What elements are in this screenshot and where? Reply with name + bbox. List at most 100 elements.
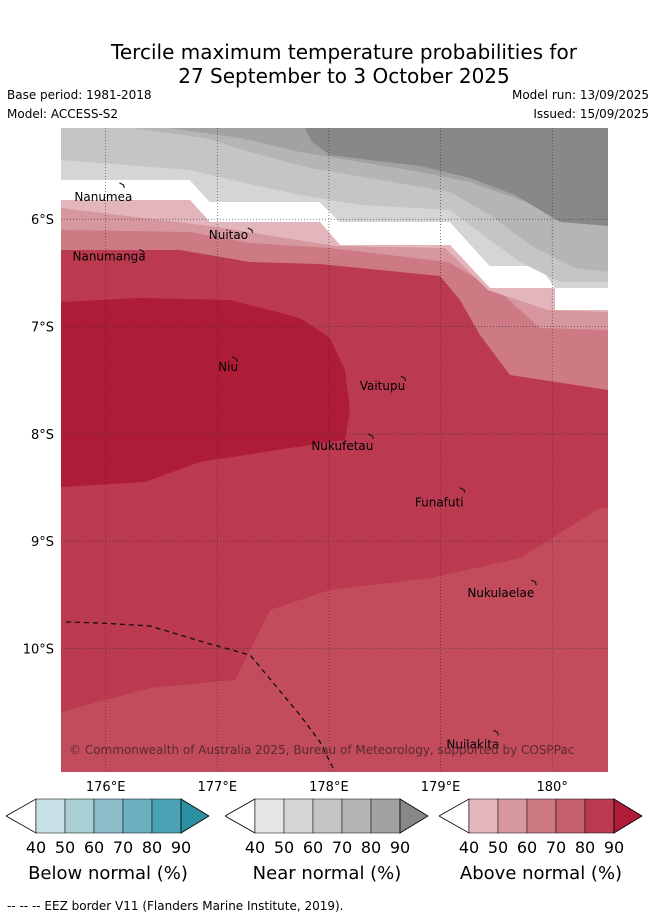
island-label: Nanumanga [72,249,145,263]
island-nuitao: Nuitao [209,227,254,242]
latitude-label: 10°S [23,643,54,658]
longitude-label: 180° [537,780,568,795]
colorbar-tick: 50 [487,838,509,857]
island-nuilakita: Nuilakita [446,729,499,751]
colorbar-tick: 70 [112,838,134,857]
island-label: Vaitupu [360,379,406,393]
atoll-outline [368,433,374,440]
field-above-60 [61,200,608,390]
colorbar-label: Below normal (%) [28,863,188,884]
colorbar-segment [254,798,285,834]
island-nukulaelae: Nukulaelae [467,579,537,600]
colorbar-segment [555,798,586,834]
colorbar-tick: 70 [545,838,567,857]
colorbar-tick: 90 [603,838,625,857]
atoll-outline [459,487,466,493]
colorbar-tick: 80 [574,838,596,857]
field-above-75 [61,508,608,772]
colorbar-tick: 40 [458,838,480,857]
atoll-outline [247,227,254,234]
colorbar-segment [35,798,66,834]
atoll-outline [139,248,146,255]
field-above-90 [61,298,350,487]
field-near-90 [305,128,608,226]
colorbar-label: Near normal (%) [252,863,402,884]
field-no-signal [61,180,608,310]
copyright-notice: © Commonwealth of Australia 2025, Bureau… [69,743,574,757]
latitude-label: 8°S [31,428,54,443]
colorbar-segment [497,798,528,834]
longitude-label: 176°E [86,780,126,795]
field-above-40 [61,200,608,312]
atoll-outline [400,375,407,382]
colorbar-segment [64,798,95,834]
colorbar-lower-arrow [439,798,470,834]
colorbar-tick: 40 [25,838,47,857]
island-funafuti: Funafuti [415,487,466,510]
colorbar-segment [122,798,153,834]
colorbar-segment [468,798,499,834]
map-title: Tercile maximum temperature probabilitie… [0,40,655,88]
colorbar-upper-arrow [613,798,643,834]
map-title-line2: 27 September to 3 October 2025 [178,64,510,88]
island-label: Nuilakita [446,737,499,751]
base-period: Base period: 1981-2018 [7,88,152,102]
colorbar-tick: 50 [54,838,76,857]
island-nukufetau: Nukufetau [311,433,374,453]
island-label: Nukufetau [311,439,373,453]
probability-fields [61,128,608,772]
colorbar-tick: 50 [273,838,295,857]
colorbar-tick: 80 [141,838,163,857]
colorbar-label: Above normal (%) [459,863,623,884]
island-niu: Niu [218,356,238,374]
island-label: Nanumea [74,190,132,204]
eez-legend: -- -- -- EEZ border V11 (Flanders Marine… [7,899,344,913]
colorbar-tick: 40 [244,838,266,857]
eez-border [65,621,334,769]
colorbar-tick: 80 [360,838,382,857]
atoll-outline [493,729,499,736]
longitude-label: 178°E [309,780,349,795]
colorbar-upper-arrow [399,798,429,834]
atoll-outline [231,356,238,362]
island-label: Funafuti [415,496,464,510]
island-nanumea: Nanumea [74,182,132,204]
island-markers: Nanumea Nuitao Nanumanga Niu Vaitupu Nukufeta… [72,182,537,751]
latitude-label: 9°S [31,535,54,550]
map-title-line1: Tercile maximum temperature probabilitie… [111,40,577,64]
colorbar-segment [584,798,615,834]
colorbar-lower-arrow [225,798,256,834]
colorbar-segment [370,798,401,834]
colorbar-tick: 60 [83,838,105,857]
colorbar-segment [526,798,557,834]
island-label: Nuitao [209,228,248,242]
island-nanumanga: Nanumanga [72,248,146,263]
colorbar-segment [312,798,343,834]
colorbar-segment [283,798,314,834]
colorbar-segment [341,798,372,834]
longitude-labels: 176°E 177°E 178°E 179°E 180° [86,780,568,795]
longitude-label: 177°E [198,780,238,795]
graticule [61,128,608,772]
atoll-outline [531,579,537,586]
island-vaitupu: Vaitupu [360,375,407,393]
colorbar-lower-arrow [6,798,37,834]
island-label: Nukulaelae [467,586,534,600]
colorbar-tick: 60 [516,838,538,857]
colorbar-tick: 90 [389,838,411,857]
colorbar-tick: 90 [170,838,192,857]
model-run: Model run: 13/09/2025 [511,88,649,102]
colorbar-tick: 60 [302,838,324,857]
colorbar-segment [93,798,124,834]
longitude-label: 179°E [421,780,461,795]
issued-date: Issued: 15/09/2025 [533,107,649,121]
atoll-outline [119,182,125,189]
latitude-label: 7°S [31,321,54,336]
island-label: Niu [218,360,238,374]
latitude-label: 6°S [31,213,54,228]
colorbar-tick: 70 [331,838,353,857]
latitude-labels: 6°S 7°S 8°S 9°S 10°S [23,213,54,657]
model-name: Model: ACCESS-S2 [7,107,119,121]
field-above-50 [61,200,608,330]
